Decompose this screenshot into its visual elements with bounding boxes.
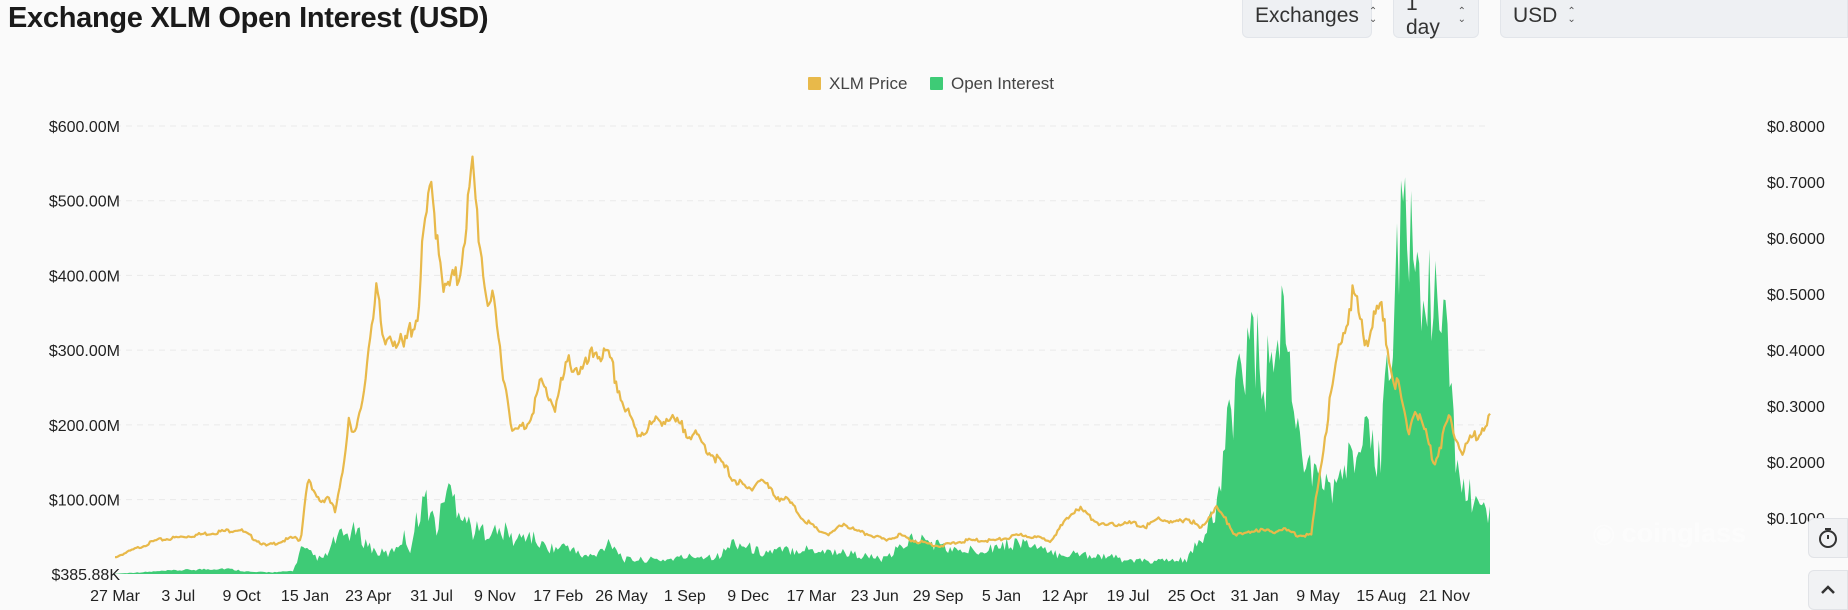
up-down-chevron-icon: ⌃ ⌄ [1457,6,1466,25]
x-tick-label: 26 May [595,588,647,604]
up-down-chevron-icon: ⌃ ⌄ [1567,6,1576,25]
exchanges-select[interactable]: Exchanges ⌃ ⌄ [1242,0,1377,38]
y-right-tick-label: $0.6000 [1767,231,1825,248]
chart-legend[interactable]: XLM Price Open Interest [808,74,1054,93]
legend-price-label[interactable]: XLM Price [829,74,907,93]
x-tick-label: 21 Nov [1419,588,1470,604]
x-axis: 27 Mar 3 Jul 9 Oct 15 Jan 23 Apr 31 Jul 9 Nov 1… [90,588,1470,604]
y-left-tick-label: $100.00M [49,493,120,510]
x-tick-label: 9 Oct [223,588,262,604]
watermark-text: coinglass [1621,518,1747,548]
x-tick-label: 12 Apr [1042,588,1089,604]
chevron-up-icon [1821,585,1835,594]
currency-select[interactable]: USD ⌃ ⌄ [1500,0,1848,38]
y-right-tick-label: $0.3000 [1767,399,1825,416]
x-tick-label: 31 Jul [410,588,453,604]
y-right-tick-label: $0.2000 [1767,455,1825,472]
legend-open-interest-swatch [930,77,943,90]
x-tick-label: 15 Jan [281,588,329,604]
x-tick-label: 31 Jan [1231,588,1279,604]
page-title: Exchange XLM Open Interest (USD) [8,2,489,34]
interval-select[interactable]: 1 day ⌃ ⌄ [1393,0,1479,39]
y-right-tick-label: $0.5000 [1767,287,1825,304]
open-interest-area [115,177,1490,574]
x-tick-label: 25 Oct [1168,588,1216,604]
stopwatch-icon [1819,528,1837,548]
y-left-tick-label: $300.00M [49,343,120,360]
up-down-chevron-icon: ⌃ ⌄ [1368,6,1378,25]
interval-select-label: 1 day [1406,0,1440,39]
x-tick-label: 9 May [1296,588,1340,604]
x-tick-label: 9 Nov [474,588,516,604]
x-tick-label: 23 Jun [851,588,899,604]
coinglass-watermark: ◉ coinglass [1592,518,1746,549]
x-tick-label: 1 Sep [664,588,706,604]
y-left-tick-label: $385.88K [51,567,120,584]
x-tick-label: 27 Mar [90,588,140,604]
xlm-price-line [114,155,1491,559]
x-tick-label: 17 Mar [787,588,837,604]
x-tick-label: 17 Feb [533,588,583,604]
y-right-tick-label: $0.4000 [1767,343,1825,360]
y-right-tick-label: $0.8000 [1767,119,1825,136]
y-axis-right: $0.1000$0.2000$0.3000$0.4000$0.5000$0.60… [1767,119,1825,528]
x-tick-label: 5 Jan [982,588,1021,604]
x-tick-label: 9 Dec [727,588,769,604]
y-left-tick-label: $400.00M [49,268,120,285]
x-tick-label: 3 Jul [161,588,195,604]
y-right-tick-label: $0.7000 [1767,175,1825,192]
coinglass-logo-icon: ◉ [1592,518,1616,548]
currency-select-label: USD [1513,4,1558,27]
y-left-tick-label: $200.00M [49,418,120,435]
exchanges-select-label: Exchanges [1255,4,1359,27]
timer-button[interactable] [1808,518,1848,558]
y-left-tick-label: $600.00M [49,119,120,136]
legend-open-interest-label[interactable]: Open Interest [951,74,1054,93]
collapse-button[interactable] [1808,570,1848,610]
x-tick-label: 23 Apr [345,588,392,604]
y-axis-left: $385.88K $100.00M $200.00M $300.00M $400.00M… [49,119,120,584]
x-tick-label: 19 Jul [1107,588,1150,604]
x-tick-label: 15 Aug [1356,588,1406,604]
x-tick-label: 29 Sep [913,588,964,604]
legend-price-swatch [808,77,821,90]
y-left-tick-label: $500.00M [49,194,120,211]
